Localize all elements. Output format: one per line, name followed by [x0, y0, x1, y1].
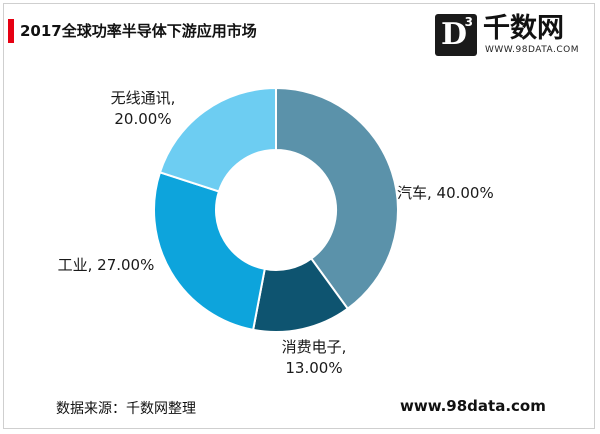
footer-url: www.98data.com — [400, 397, 546, 415]
chart-title: 2017全球功率半导体下游应用市场 — [20, 22, 257, 40]
slice-labels: 汽车, 40.00% 消费电子, 13.00% 工业, 27.00% 无线通讯, 20.0… — [58, 89, 494, 377]
logo-name: 千数网 — [483, 13, 564, 44]
logo-url: WWW.98DATA.COM — [485, 45, 579, 55]
logo-mark-icon: D 3 — [435, 14, 477, 56]
brand-logo: D 3 千数网 WWW.98DATA.COM — [435, 14, 595, 60]
data-source: 数据来源：千数网整理 — [56, 401, 196, 417]
label-wireless-communication: 无线通讯, 20.00% — [111, 89, 176, 128]
chart-frame — [3, 3, 595, 429]
label-car: 汽车, 40.00% — [397, 184, 494, 202]
slice-industrial — [153, 171, 266, 332]
label-consumer-electronics: 消费电子, 13.00% — [282, 338, 347, 377]
label-industrial: 工业, 27.00% — [58, 256, 155, 274]
logo-mark-letter: D — [441, 17, 468, 52]
logo-mark-superscript: 3 — [464, 15, 473, 29]
slice-wireless-communication — [158, 86, 277, 193]
title-accent-bar — [8, 19, 14, 43]
donut-slices — [153, 86, 399, 333]
slice-car — [275, 86, 399, 311]
